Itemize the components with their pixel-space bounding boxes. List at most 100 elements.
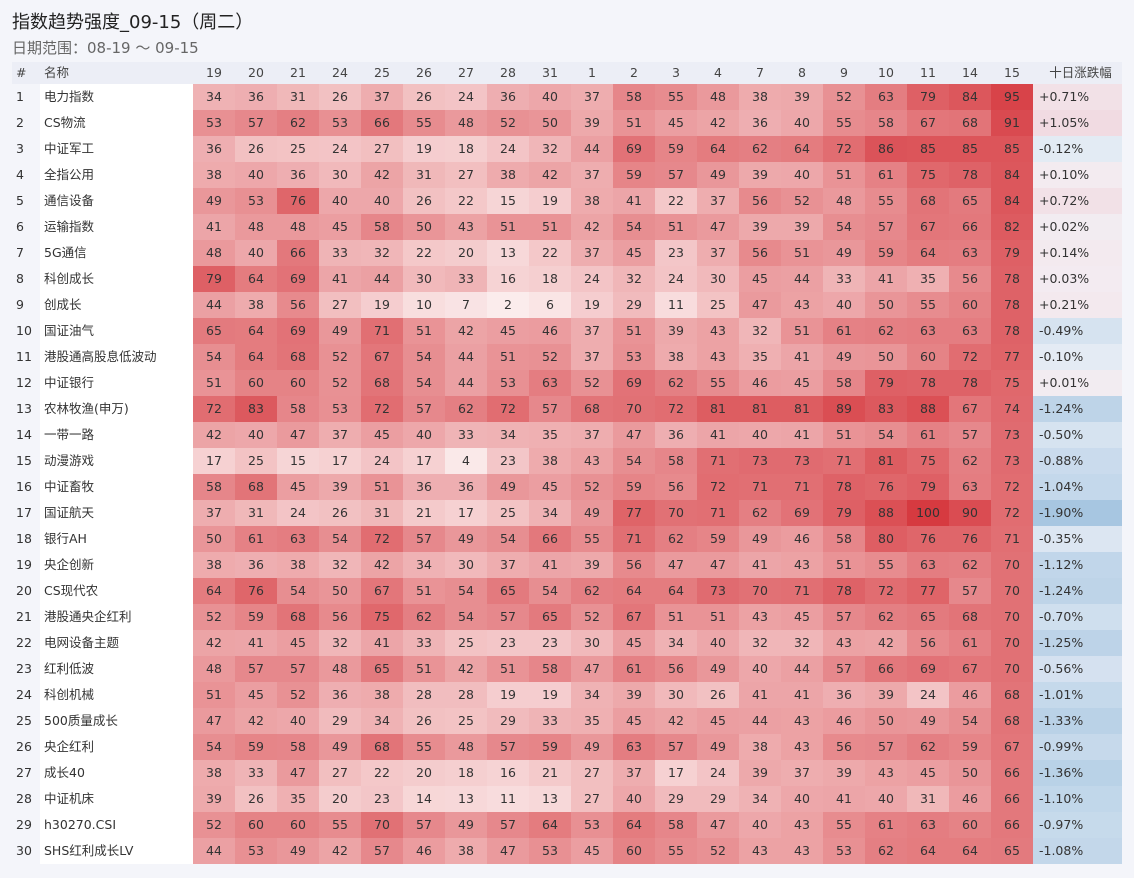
heat-cell: 37 — [697, 240, 739, 266]
heat-cell: 55 — [865, 188, 907, 214]
heat-cell: 66 — [865, 656, 907, 682]
heat-cell: 51 — [781, 240, 823, 266]
heat-cell: 78 — [991, 266, 1033, 292]
heat-cell: 62 — [949, 552, 991, 578]
heat-cell: 38 — [487, 162, 529, 188]
heat-cell: 41 — [235, 630, 277, 656]
heat-cell: 33 — [403, 630, 445, 656]
heat-cell: 41 — [739, 552, 781, 578]
heat-cell: 60 — [235, 370, 277, 396]
heat-cell: 32 — [739, 318, 781, 344]
heat-cell: 29 — [487, 708, 529, 734]
heat-cell: 51 — [403, 578, 445, 604]
heat-cell: 43 — [739, 838, 781, 864]
column-header: 24 — [319, 62, 361, 84]
heat-cell: 71 — [781, 578, 823, 604]
column-header: 14 — [949, 62, 991, 84]
heat-cell: 38 — [361, 682, 403, 708]
row-index: 27 — [12, 760, 40, 786]
heat-cell: 49 — [445, 812, 487, 838]
heat-cell: 2 — [487, 292, 529, 318]
row-index: 11 — [12, 344, 40, 370]
heat-cell: 56 — [613, 552, 655, 578]
heat-cell: 25 — [697, 292, 739, 318]
heat-cell: 60 — [949, 292, 991, 318]
heat-cell: 30 — [697, 266, 739, 292]
heat-cell: 34 — [571, 682, 613, 708]
heat-cell: 75 — [991, 370, 1033, 396]
heat-cell: 76 — [949, 526, 991, 552]
heat-cell: 40 — [235, 162, 277, 188]
column-header: 名称 — [40, 62, 193, 84]
heat-cell: 72 — [361, 526, 403, 552]
heat-cell: 59 — [949, 734, 991, 760]
heat-cell: 79 — [865, 370, 907, 396]
row-index: 13 — [12, 396, 40, 422]
column-header: # — [12, 62, 40, 84]
heat-cell: 71 — [361, 318, 403, 344]
column-header: 十日涨跌幅 — [1033, 62, 1122, 84]
heat-cell: 36 — [655, 422, 697, 448]
heat-cell: 67 — [907, 110, 949, 136]
heat-cell: 72 — [865, 578, 907, 604]
heat-cell: 37 — [697, 188, 739, 214]
heat-cell: 74 — [991, 396, 1033, 422]
heat-cell: 30 — [403, 266, 445, 292]
row-name: 银行AH — [40, 526, 193, 552]
heat-cell: 46 — [949, 682, 991, 708]
heat-cell: 72 — [193, 396, 235, 422]
change-cell: +0.03% — [1033, 266, 1122, 292]
heat-cell: 43 — [697, 318, 739, 344]
heat-cell: 63 — [907, 318, 949, 344]
heat-cell: 18 — [529, 266, 571, 292]
change-cell: +0.72% — [1033, 188, 1122, 214]
heat-cell: 64 — [193, 578, 235, 604]
heat-cell: 27 — [361, 136, 403, 162]
heat-cell: 17 — [445, 500, 487, 526]
column-header: 8 — [781, 62, 823, 84]
row-index: 20 — [12, 578, 40, 604]
heat-cell: 23 — [487, 630, 529, 656]
heat-cell: 54 — [445, 604, 487, 630]
heat-cell: 45 — [319, 214, 361, 240]
column-header: 11 — [907, 62, 949, 84]
heat-cell: 77 — [991, 344, 1033, 370]
heat-cell: 42 — [655, 708, 697, 734]
change-cell: -0.88% — [1033, 448, 1122, 474]
heat-cell: 36 — [445, 474, 487, 500]
heat-cell: 24 — [361, 448, 403, 474]
heat-cell: 53 — [487, 370, 529, 396]
heat-cell: 37 — [571, 422, 613, 448]
heat-cell: 15 — [487, 188, 529, 214]
change-cell: -0.50% — [1033, 422, 1122, 448]
heat-cell: 45 — [781, 370, 823, 396]
heat-cell: 33 — [235, 760, 277, 786]
heat-cell: 40 — [529, 84, 571, 110]
heat-cell: 61 — [907, 422, 949, 448]
heat-cell: 16 — [487, 266, 529, 292]
heat-cell: 50 — [865, 344, 907, 370]
heat-cell: 42 — [571, 214, 613, 240]
heat-cell: 48 — [277, 214, 319, 240]
date-range: 日期范围：08-19 ～ 09-15 — [12, 39, 199, 57]
heat-cell: 40 — [781, 786, 823, 812]
heat-cell: 24 — [445, 84, 487, 110]
heat-cell: 55 — [571, 526, 613, 552]
heat-cell: 26 — [403, 708, 445, 734]
heat-cell: 48 — [235, 214, 277, 240]
heat-cell: 20 — [445, 240, 487, 266]
heat-cell: 38 — [739, 734, 781, 760]
heat-cell: 40 — [235, 240, 277, 266]
heat-cell: 57 — [949, 422, 991, 448]
heat-cell: 72 — [991, 500, 1033, 526]
heat-cell: 42 — [361, 162, 403, 188]
heat-cell: 34 — [655, 630, 697, 656]
heat-cell: 53 — [193, 110, 235, 136]
heat-cell: 39 — [823, 760, 865, 786]
heat-cell: 54 — [613, 214, 655, 240]
heat-cell: 47 — [697, 552, 739, 578]
heat-cell: 53 — [319, 110, 361, 136]
heat-cell: 34 — [487, 422, 529, 448]
heat-cell: 67 — [949, 396, 991, 422]
heat-cell: 13 — [487, 240, 529, 266]
